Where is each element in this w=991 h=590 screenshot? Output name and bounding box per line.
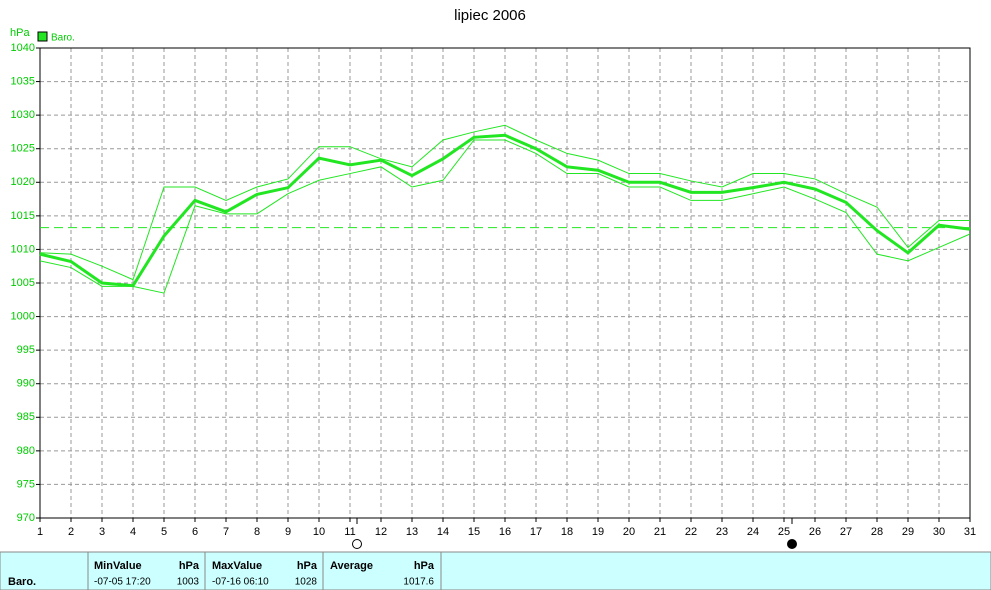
column-header: Average — [330, 560, 373, 572]
new-moon — [787, 539, 797, 549]
y-tick-label: 1030 — [11, 109, 35, 121]
x-tick-label: 3 — [99, 526, 105, 538]
x-tick-label: 23 — [716, 526, 728, 538]
x-tick-label: 26 — [809, 526, 821, 538]
min-line — [39, 139, 971, 294]
x-tick-label: 5 — [161, 526, 167, 538]
x-tick-label: 9 — [285, 526, 291, 538]
x-tick-label: 29 — [902, 526, 914, 538]
x-tick-label: 27 — [840, 526, 852, 538]
plot-frame — [39, 47, 971, 519]
x-tick-label: 17 — [530, 526, 542, 538]
chart-title: lipiec 2006 — [454, 7, 526, 24]
stats-panel — [0, 551, 991, 590]
moon-phases — [352, 512, 797, 549]
x-tick-label: 4 — [130, 526, 136, 538]
x-tick-label: 28 — [871, 526, 883, 538]
max-line — [39, 124, 970, 281]
x-tick-label: 31 — [964, 526, 976, 538]
series-line — [39, 133, 971, 288]
legend-label: Baro. — [51, 33, 75, 44]
value: 1028 — [295, 577, 318, 588]
column-header: MaxValue — [212, 560, 262, 572]
y-tick-label: 1015 — [11, 210, 35, 222]
full-moon — [352, 539, 362, 549]
x-tick-label: 24 — [747, 526, 759, 538]
column-header: MinValue — [94, 560, 142, 572]
x-tick-label: 30 — [933, 526, 945, 538]
x-tick-label: 16 — [499, 526, 511, 538]
x-tick-label: 19 — [592, 526, 604, 538]
x-tick-label: 8 — [254, 526, 260, 538]
y-tick-label: 1000 — [11, 310, 35, 322]
y-tick-label: 1020 — [11, 176, 35, 188]
x-tick-label: 22 — [685, 526, 697, 538]
y-tick-label: 1005 — [11, 277, 35, 289]
row-label: Baro. — [8, 576, 36, 588]
x-tick-label: 12 — [375, 526, 387, 538]
value: 1003 — [177, 577, 200, 588]
value: 1017.6 — [403, 577, 434, 588]
x-tick-label: 7 — [223, 526, 229, 538]
y-tick-label: 1025 — [11, 143, 35, 155]
x-tick-label: 18 — [561, 526, 573, 538]
plot-area — [39, 47, 971, 519]
x-tick-label: 14 — [437, 526, 449, 538]
y-axis-label: hPa — [10, 27, 30, 39]
unit: hPa — [414, 560, 435, 572]
x-tick-label: 15 — [468, 526, 480, 538]
x-tick-label: 11 — [344, 526, 355, 538]
y-tick-label: 990 — [17, 378, 35, 390]
x-tick-label: 1 — [37, 526, 43, 538]
x-tick-label: 6 — [192, 526, 198, 538]
x-tick-label: 10 — [313, 526, 325, 538]
y-tick-label: 975 — [17, 478, 35, 490]
x-tick-label: 13 — [406, 526, 418, 538]
time: -07-16 06:10 — [212, 577, 269, 588]
x-tick-label: 20 — [623, 526, 635, 538]
y-tick-label: 1040 — [11, 42, 35, 54]
y-tick-label: 1035 — [11, 75, 35, 87]
y-tick-label: 970 — [17, 512, 35, 524]
y-tick-label: 985 — [17, 411, 35, 423]
y-tick-label: 995 — [17, 344, 35, 356]
y-tick-label: 980 — [17, 445, 35, 457]
unit: hPa — [297, 560, 318, 572]
legend-swatch — [37, 31, 48, 42]
x-tick-label: 2 — [68, 526, 74, 538]
x-tick-label: 25 — [778, 526, 790, 538]
time: -07-05 17:20 — [94, 577, 151, 588]
y-tick-label: 1010 — [11, 243, 35, 255]
x-tick-label: 21 — [654, 526, 666, 538]
table-lines — [87, 552, 442, 590]
unit: hPa — [179, 560, 200, 572]
